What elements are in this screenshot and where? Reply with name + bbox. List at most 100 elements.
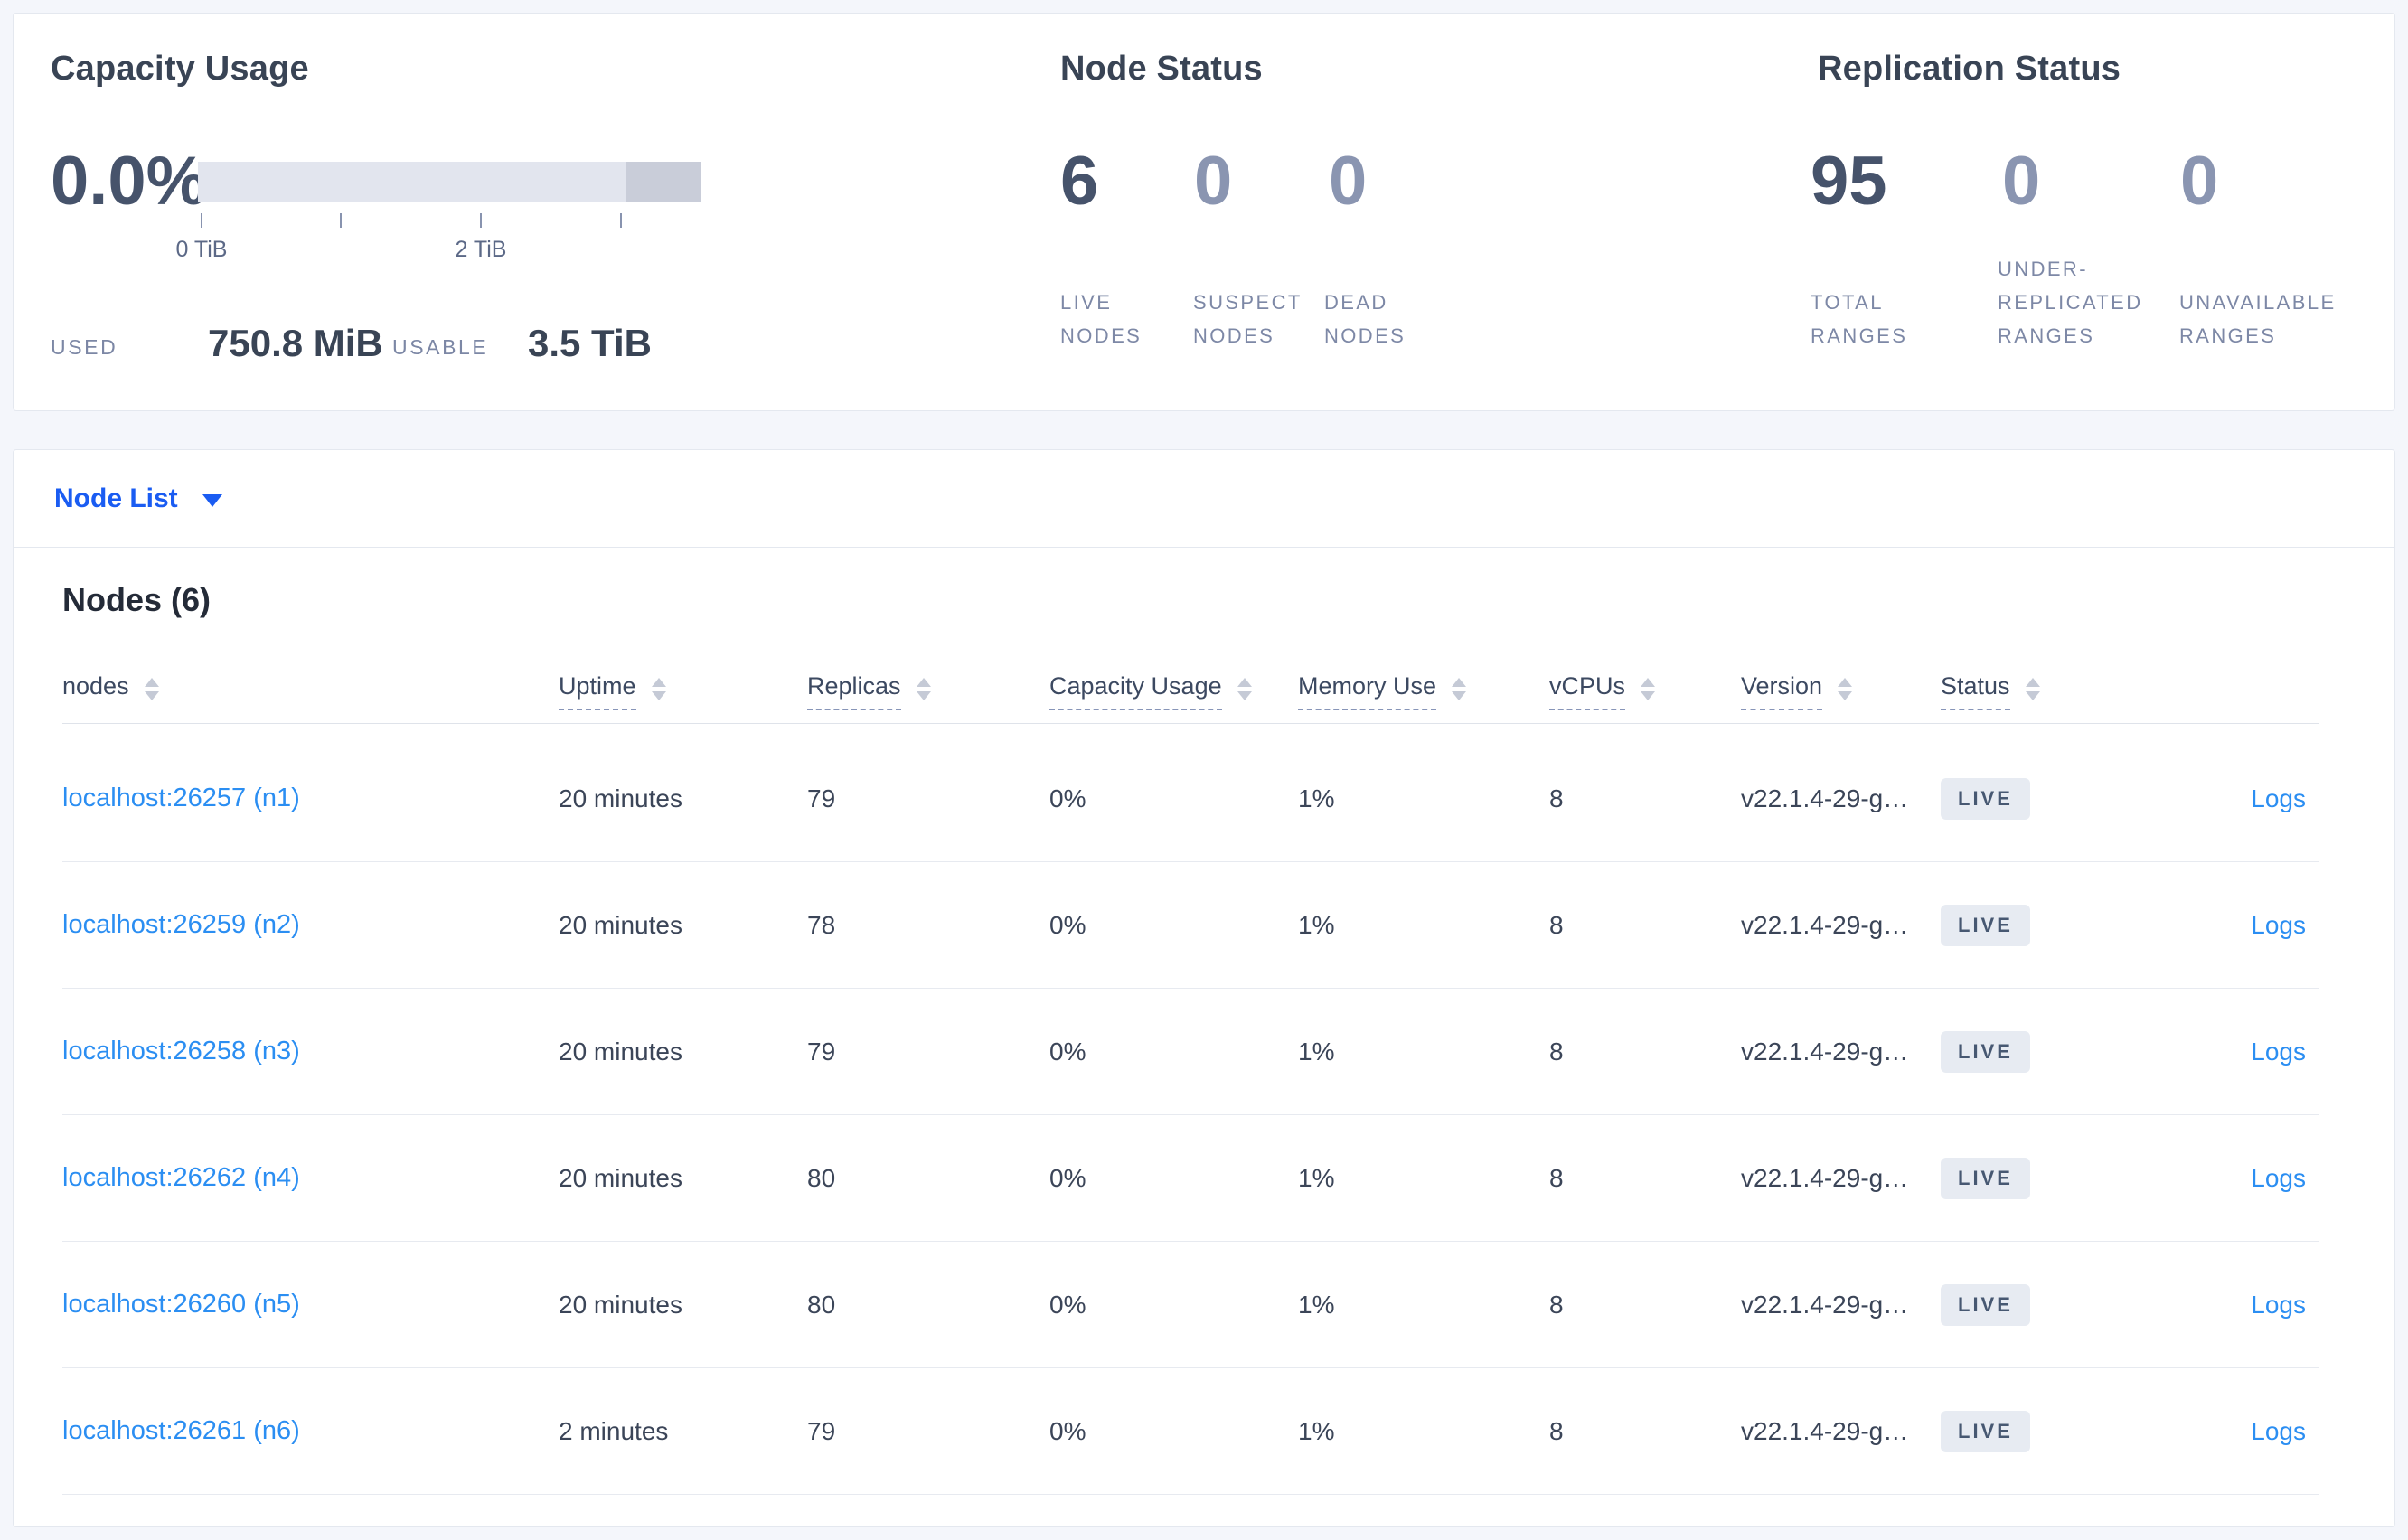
- capacity-axis-tick: [340, 213, 342, 228]
- node-link[interactable]: localhost:26257 (n1): [62, 784, 300, 812]
- memory-cell: 1%: [1298, 1290, 1335, 1319]
- capacity-usage-bar-segment: [626, 162, 701, 202]
- total-ranges-label: TOTAL RANGES: [1811, 291, 1908, 347]
- unavailable-ranges-value: 0: [2180, 143, 2219, 220]
- table-body: localhost:26257 (n1) 20 minutes 79 0% 1%…: [62, 736, 2319, 1495]
- logs-link[interactable]: Logs: [2251, 1037, 2306, 1066]
- uptime-cell: 20 minutes: [559, 910, 682, 939]
- node-list-dropdown-label: Node List: [54, 483, 178, 513]
- replicas-cell: 79: [807, 1037, 836, 1066]
- replicas-cell: 80: [807, 1290, 836, 1319]
- sort-icon: [144, 678, 159, 700]
- capacity-cell: 0%: [1049, 784, 1086, 812]
- status-badge: LIVE: [1941, 1030, 2030, 1073]
- column-header-nodes[interactable]: nodes: [62, 663, 559, 723]
- node-link[interactable]: localhost:26259 (n2): [62, 910, 300, 939]
- status-badge: LIVE: [1941, 777, 2030, 820]
- logs-link[interactable]: Logs: [2251, 1416, 2306, 1445]
- capacity-cell: 0%: [1049, 1163, 1086, 1192]
- table-row: localhost:26259 (n2) 20 minutes 78 0% 1%…: [62, 862, 2319, 989]
- live-nodes-label: LIVE NODES: [1060, 291, 1143, 347]
- capacity-axis-tick: [620, 213, 622, 228]
- column-header-uptime[interactable]: Uptime: [559, 663, 807, 723]
- vcpus-cell: 8: [1549, 1416, 1564, 1445]
- status-badge: LIVE: [1941, 904, 2030, 946]
- table-row: localhost:26262 (n4) 20 minutes 80 0% 1%…: [62, 1115, 2319, 1242]
- capacity-cell: 0%: [1049, 910, 1086, 939]
- capacity-axis-label-0: 0 TiB: [175, 237, 228, 262]
- column-header-memory-use[interactable]: Memory Use: [1298, 663, 1549, 723]
- capacity-used-label: USED: [51, 335, 118, 359]
- node-link[interactable]: localhost:26258 (n3): [62, 1037, 300, 1066]
- column-header-vcpus[interactable]: vCPUs: [1549, 663, 1741, 723]
- column-header-replicas[interactable]: Replicas: [807, 663, 1049, 723]
- replicas-cell: 78: [807, 910, 836, 939]
- logs-link[interactable]: Logs: [2251, 1163, 2306, 1192]
- cluster-summary-panel: Capacity Usage 0.0% 0 TiB 2 TiB USED 750…: [13, 13, 2395, 411]
- version-cell: v22.1.4-29-g…: [1741, 784, 1909, 812]
- column-header-status[interactable]: Status: [1941, 663, 2134, 723]
- memory-cell: 1%: [1298, 784, 1335, 812]
- memory-cell: 1%: [1298, 1163, 1335, 1192]
- chevron-down-icon: [202, 493, 222, 507]
- under-replicated-ranges-value: 0: [2002, 143, 2041, 220]
- replicas-cell: 79: [807, 784, 836, 812]
- sort-icon: [1237, 678, 1252, 700]
- uptime-cell: 20 minutes: [559, 1037, 682, 1066]
- capacity-usable-value: 3.5 TiB: [528, 322, 652, 364]
- node-link[interactable]: localhost:26262 (n4): [62, 1163, 300, 1192]
- table-row: localhost:26258 (n3) 20 minutes 79 0% 1%…: [62, 989, 2319, 1115]
- capacity-cell: 0%: [1049, 1037, 1086, 1066]
- dead-nodes-value: 0: [1329, 143, 1368, 220]
- version-cell: v22.1.4-29-g…: [1741, 1290, 1909, 1319]
- memory-cell: 1%: [1298, 910, 1335, 939]
- live-nodes-value: 6: [1060, 143, 1099, 220]
- unavailable-ranges-label: UNAVAILABLE RANGES: [2179, 291, 2337, 347]
- version-cell: v22.1.4-29-g…: [1741, 1037, 1909, 1066]
- status-badge: LIVE: [1941, 1410, 2030, 1452]
- capacity-axis-label-2: 2 TiB: [455, 237, 507, 262]
- sort-icon: [1452, 678, 1467, 700]
- capacity-axis-tick: [201, 213, 202, 228]
- vcpus-cell: 8: [1549, 784, 1564, 812]
- status-badge: LIVE: [1941, 1157, 2030, 1199]
- node-status-title: Node Status: [1060, 50, 1263, 88]
- replicas-cell: 80: [807, 1163, 836, 1192]
- capacity-usage-title: Capacity Usage: [51, 50, 309, 88]
- vcpus-cell: 8: [1549, 910, 1564, 939]
- sort-icon: [651, 678, 666, 700]
- node-list-panel: Node List Nodes (6) nodes Uptime Replica…: [13, 449, 2395, 1527]
- node-link[interactable]: localhost:26260 (n5): [62, 1290, 300, 1319]
- sort-icon: [1838, 678, 1853, 700]
- dead-nodes-label: DEAD NODES: [1324, 291, 1406, 347]
- version-cell: v22.1.4-29-g…: [1741, 910, 1909, 939]
- sort-icon: [2025, 678, 2040, 700]
- replication-status-title: Replication Status: [1818, 50, 2121, 88]
- capacity-usage-percent: 0.0%: [51, 143, 208, 220]
- sort-icon: [916, 678, 931, 700]
- version-cell: v22.1.4-29-g…: [1741, 1416, 1909, 1445]
- capacity-cell: 0%: [1049, 1290, 1086, 1319]
- table-header-row: nodes Uptime Replicas Capacity Usage Mem…: [62, 663, 2319, 724]
- vcpus-cell: 8: [1549, 1037, 1564, 1066]
- suspect-nodes-label: SUSPECT NODES: [1193, 291, 1303, 347]
- capacity-cell: 0%: [1049, 1416, 1086, 1445]
- nodes-count-title: Nodes (6): [62, 581, 212, 618]
- logs-link[interactable]: Logs: [2251, 1290, 2306, 1319]
- sort-icon: [1641, 678, 1656, 700]
- node-list-dropdown[interactable]: Node List: [54, 484, 222, 514]
- logs-link[interactable]: Logs: [2251, 910, 2306, 939]
- uptime-cell: 20 minutes: [559, 1290, 682, 1319]
- replicas-cell: 79: [807, 1416, 836, 1445]
- column-header-capacity-usage[interactable]: Capacity Usage: [1049, 663, 1298, 723]
- logs-link[interactable]: Logs: [2251, 784, 2306, 812]
- memory-cell: 1%: [1298, 1037, 1335, 1066]
- capacity-used-value: 750.8 MiB: [208, 322, 383, 364]
- capacity-axis-tick: [480, 213, 482, 228]
- node-link[interactable]: localhost:26261 (n6): [62, 1416, 300, 1445]
- vcpus-cell: 8: [1549, 1163, 1564, 1192]
- uptime-cell: 20 minutes: [559, 784, 682, 812]
- column-header-version[interactable]: Version: [1741, 663, 1941, 723]
- capacity-usage-bar: [198, 162, 701, 202]
- version-cell: v22.1.4-29-g…: [1741, 1163, 1909, 1192]
